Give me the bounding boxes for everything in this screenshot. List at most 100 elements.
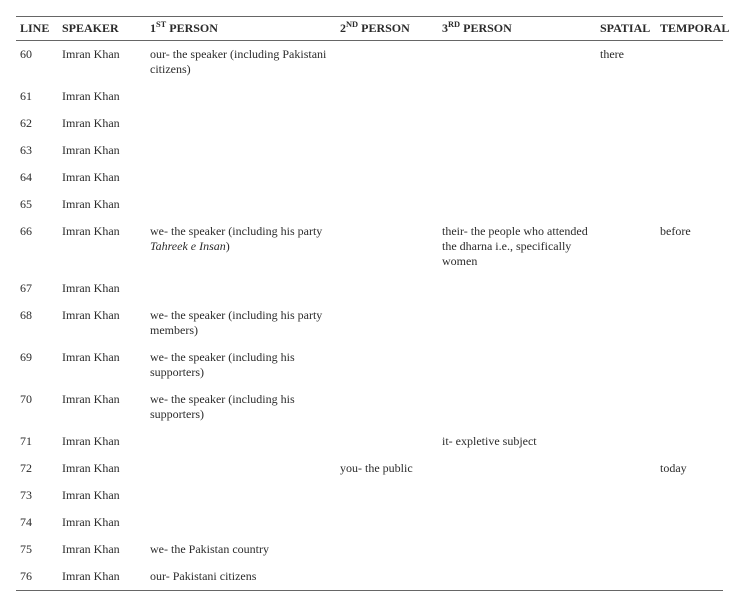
table-row: 69Imran Khanwe- the speaker (including h… bbox=[16, 344, 723, 386]
table-row: 75Imran Khanwe- the Pakistan country bbox=[16, 536, 723, 563]
cell-spatial bbox=[596, 455, 656, 482]
cell-spatial bbox=[596, 275, 656, 302]
cell-spatial bbox=[596, 344, 656, 386]
cell-first bbox=[146, 275, 336, 302]
cell-third bbox=[438, 455, 596, 482]
cell-line: 73 bbox=[16, 482, 58, 509]
cell-speaker: Imran Khan bbox=[58, 536, 146, 563]
cell-second bbox=[336, 275, 438, 302]
cell-third bbox=[438, 302, 596, 344]
table-row: 66Imran Khanwe- the speaker (including h… bbox=[16, 218, 723, 275]
cell-line: 63 bbox=[16, 137, 58, 164]
cell-line: 62 bbox=[16, 110, 58, 137]
cell-speaker: Imran Khan bbox=[58, 482, 146, 509]
cell-first: our- Pakistani citizens bbox=[146, 563, 336, 591]
cell-second bbox=[336, 536, 438, 563]
cell-speaker: Imran Khan bbox=[58, 386, 146, 428]
header-row: LINE SPEAKER 1ST PERSON 2ND PERSON 3RD P… bbox=[16, 17, 723, 41]
cell-third bbox=[438, 386, 596, 428]
cell-temporal bbox=[656, 482, 723, 509]
cell-line: 70 bbox=[16, 386, 58, 428]
col-line: LINE bbox=[16, 17, 58, 41]
cell-spatial bbox=[596, 218, 656, 275]
cell-speaker: Imran Khan bbox=[58, 275, 146, 302]
cell-third bbox=[438, 191, 596, 218]
cell-temporal bbox=[656, 275, 723, 302]
cell-temporal: today bbox=[656, 455, 723, 482]
table-row: 67Imran Khan bbox=[16, 275, 723, 302]
col-first: 1ST PERSON bbox=[146, 17, 336, 41]
cell-third bbox=[438, 41, 596, 84]
cell-first bbox=[146, 164, 336, 191]
cell-first: we- the speaker (including his party mem… bbox=[146, 302, 336, 344]
cell-temporal bbox=[656, 509, 723, 536]
cell-second bbox=[336, 137, 438, 164]
cell-temporal bbox=[656, 386, 723, 428]
cell-second: you- the public bbox=[336, 455, 438, 482]
cell-third bbox=[438, 509, 596, 536]
cell-speaker: Imran Khan bbox=[58, 302, 146, 344]
cell-spatial bbox=[596, 110, 656, 137]
cell-spatial bbox=[596, 302, 656, 344]
cell-first bbox=[146, 428, 336, 455]
cell-temporal bbox=[656, 41, 723, 84]
col-second: 2ND PERSON bbox=[336, 17, 438, 41]
cell-temporal bbox=[656, 536, 723, 563]
cell-spatial bbox=[596, 386, 656, 428]
table-row: 70Imran Khanwe- the speaker (including h… bbox=[16, 386, 723, 428]
cell-spatial bbox=[596, 482, 656, 509]
cell-first: we- the Pakistan country bbox=[146, 536, 336, 563]
cell-spatial: there bbox=[596, 41, 656, 84]
cell-third: their- the people who attended the dharn… bbox=[438, 218, 596, 275]
cell-spatial bbox=[596, 536, 656, 563]
cell-speaker: Imran Khan bbox=[58, 218, 146, 275]
table-row: 64Imran Khan bbox=[16, 164, 723, 191]
cell-first bbox=[146, 83, 336, 110]
table-row: 71Imran Khan it- expletive subject bbox=[16, 428, 723, 455]
cell-third: it- expletive subject bbox=[438, 428, 596, 455]
cell-speaker: Imran Khan bbox=[58, 137, 146, 164]
cell-spatial bbox=[596, 428, 656, 455]
col-speaker: SPEAKER bbox=[58, 17, 146, 41]
cell-spatial bbox=[596, 137, 656, 164]
cell-line: 64 bbox=[16, 164, 58, 191]
cell-third bbox=[438, 83, 596, 110]
cell-third bbox=[438, 164, 596, 191]
cell-first bbox=[146, 110, 336, 137]
cell-spatial bbox=[596, 563, 656, 591]
cell-speaker: Imran Khan bbox=[58, 563, 146, 591]
cell-second bbox=[336, 218, 438, 275]
cell-second bbox=[336, 191, 438, 218]
col-spatial: SPATIAL bbox=[596, 17, 656, 41]
cell-speaker: Imran Khan bbox=[58, 164, 146, 191]
table-row: 76Imran Khanour- Pakistani citizens bbox=[16, 563, 723, 591]
cell-line: 71 bbox=[16, 428, 58, 455]
cell-third bbox=[438, 110, 596, 137]
cell-spatial bbox=[596, 164, 656, 191]
cell-second bbox=[336, 509, 438, 536]
cell-third bbox=[438, 482, 596, 509]
cell-first bbox=[146, 482, 336, 509]
cell-temporal bbox=[656, 164, 723, 191]
cell-third bbox=[438, 137, 596, 164]
cell-first bbox=[146, 191, 336, 218]
cell-spatial bbox=[596, 191, 656, 218]
cell-second bbox=[336, 164, 438, 191]
table-row: 61Imran Khan bbox=[16, 83, 723, 110]
cell-line: 75 bbox=[16, 536, 58, 563]
cell-second bbox=[336, 83, 438, 110]
table-row: 62Imran Khan bbox=[16, 110, 723, 137]
cell-spatial bbox=[596, 83, 656, 110]
cell-temporal bbox=[656, 83, 723, 110]
cell-speaker: Imran Khan bbox=[58, 191, 146, 218]
cell-first: we- the speaker (including his supporter… bbox=[146, 344, 336, 386]
cell-second bbox=[336, 563, 438, 591]
cell-first bbox=[146, 137, 336, 164]
cell-first bbox=[146, 455, 336, 482]
cell-third bbox=[438, 344, 596, 386]
deixis-table: LINE SPEAKER 1ST PERSON 2ND PERSON 3RD P… bbox=[16, 16, 723, 591]
table-row: 74Imran Khan bbox=[16, 509, 723, 536]
cell-speaker: Imran Khan bbox=[58, 428, 146, 455]
cell-second bbox=[336, 386, 438, 428]
cell-speaker: Imran Khan bbox=[58, 509, 146, 536]
